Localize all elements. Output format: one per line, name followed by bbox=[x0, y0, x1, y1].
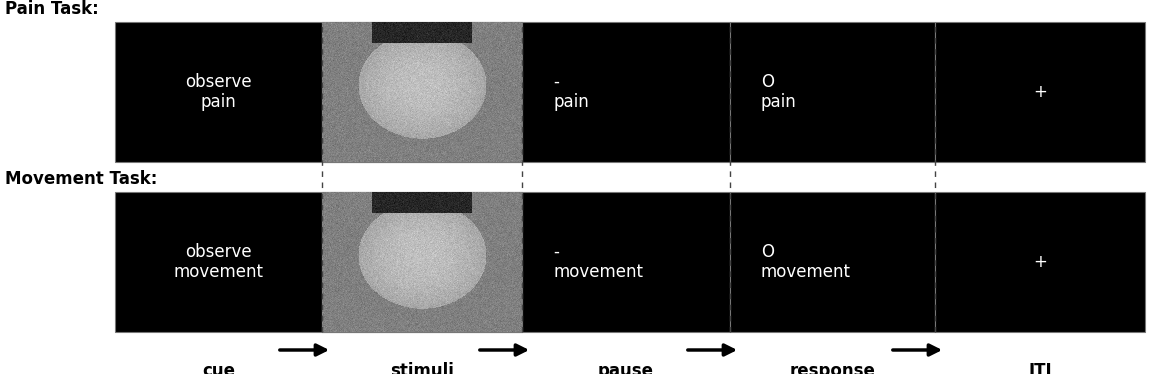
Bar bbox=[323, 192, 522, 332]
Bar bbox=[115, 22, 323, 162]
Text: O
movement: O movement bbox=[760, 243, 850, 281]
Text: cue: cue bbox=[202, 362, 235, 374]
Text: +: + bbox=[1033, 83, 1047, 101]
Text: +: + bbox=[1033, 253, 1047, 271]
Text: observe
movement: observe movement bbox=[174, 243, 264, 281]
Text: O
pain: O pain bbox=[760, 73, 796, 111]
Bar bbox=[323, 192, 522, 332]
Text: response: response bbox=[789, 362, 876, 374]
Text: stimuli: stimuli bbox=[391, 362, 454, 374]
Text: ITI: ITI bbox=[1029, 362, 1052, 374]
Bar bbox=[115, 192, 323, 332]
Bar bbox=[522, 22, 730, 162]
Text: pause: pause bbox=[598, 362, 654, 374]
Bar bbox=[323, 22, 522, 162]
Text: Pain Task:: Pain Task: bbox=[5, 0, 99, 18]
Bar bbox=[323, 22, 522, 162]
Bar bbox=[522, 192, 730, 332]
Text: Movement Task:: Movement Task: bbox=[5, 170, 158, 188]
Text: observe
pain: observe pain bbox=[185, 73, 252, 111]
Bar bbox=[730, 22, 935, 162]
Bar bbox=[730, 192, 935, 332]
Text: -
pain: - pain bbox=[553, 73, 589, 111]
Bar bbox=[935, 22, 1145, 162]
Text: -
movement: - movement bbox=[553, 243, 643, 281]
Bar bbox=[935, 192, 1145, 332]
